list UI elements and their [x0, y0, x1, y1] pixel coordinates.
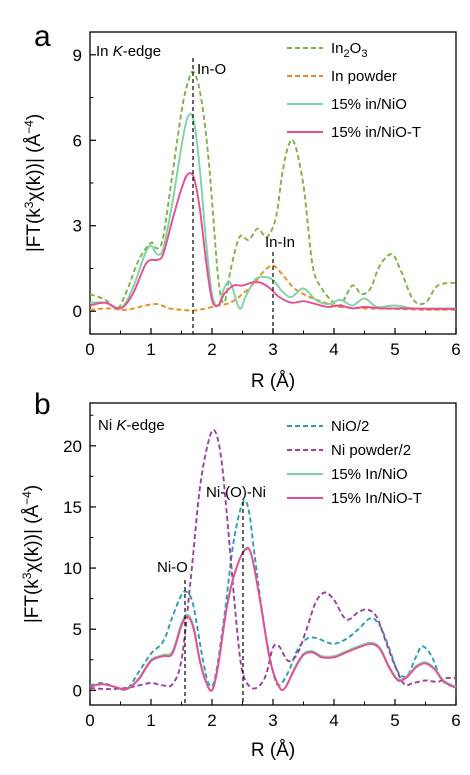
y-axis-label: |FT(k3χ(k))| (Å−4) [20, 485, 43, 623]
annotation-layer: Ni-O Ni-(O)-Ni [157, 484, 266, 705]
legend-item: 15% In/NiO-T [287, 490, 422, 507]
legend-label: NiO/2 [331, 418, 369, 435]
annotation-in-o: In-O [197, 61, 226, 78]
panel-label: b [34, 388, 51, 421]
y-tick-label: 9 [73, 46, 82, 65]
legend: In2O3 In powder 15% in/NiO 15% in/NiO-T [287, 40, 421, 141]
x-tick-label: 5 [390, 711, 399, 730]
legend-item: In powder [287, 68, 397, 85]
x-tick-label: 5 [390, 340, 399, 359]
series-line-4 [89, 172, 457, 310]
series-line-2 [89, 264, 457, 312]
legend-label: 15% In/NiO [331, 466, 408, 483]
panel-label: a [34, 20, 51, 53]
series-line-1 [89, 70, 457, 310]
x-axis: 0 1 2 3 4 5 6 [85, 328, 461, 359]
y-tick-label: 3 [73, 217, 82, 236]
legend-item: In2O3 [287, 40, 367, 60]
corner-label: In K-edge [96, 43, 161, 60]
x-tick-label: 3 [268, 340, 277, 359]
y-tick-label: 10 [63, 559, 82, 578]
legend-label: 15% in/NiO-T [331, 124, 421, 141]
legend-item: Ni powder/2 [287, 442, 411, 459]
y-tick-label: 0 [73, 681, 82, 700]
y-axis-label: |FT(k3χ(k))| (Å−4) [22, 114, 45, 252]
annotation-ni-o-ni: Ni-(O)-Ni [206, 484, 266, 501]
y-axis: 0 5 10 15 20 [63, 414, 96, 700]
legend-item: NiO/2 [287, 418, 369, 435]
legend-label-in2o3: In2O3 [331, 40, 367, 60]
x-tick-label: 2 [207, 340, 216, 359]
panel-a: a In K-edge 0 1 2 3 4 5 6 0 3 6 9 R (Å) |FT(k3χ(k… [22, 20, 461, 392]
series-line-2 [89, 428, 457, 691]
x-tick-label: 1 [146, 340, 155, 359]
x-axis-label: R (Å) [251, 371, 295, 392]
x-tick-label: 1 [146, 711, 155, 730]
x-tick-label: 0 [85, 711, 94, 730]
legend-item: 15% in/NiO [287, 96, 407, 113]
y-tick-label: 0 [73, 302, 82, 321]
series-layer [89, 70, 457, 312]
series-line-3 [89, 113, 456, 310]
legend-label: Ni powder/2 [331, 442, 411, 459]
y-tick-label: 20 [63, 437, 82, 456]
x-tick-label: 4 [329, 711, 338, 730]
legend-label: 15% In/NiO-T [331, 490, 422, 507]
annotation-layer: In-O In-In [192, 58, 295, 334]
legend-item: 15% In/NiO [287, 466, 408, 483]
legend-item: 15% in/NiO-T [287, 124, 421, 141]
y-axis: 0 3 6 9 [73, 46, 96, 321]
y-tick-label: 5 [73, 620, 82, 639]
x-tick-label: 0 [85, 340, 94, 359]
x-tick-label: 3 [268, 711, 277, 730]
annotation-in-in: In-In [265, 234, 295, 251]
corner-label: Ni K-edge [98, 417, 165, 434]
legend: NiO/2 Ni powder/2 15% In/NiO 15% In/NiO-… [287, 418, 422, 507]
y-tick-label: 15 [63, 498, 82, 517]
legend-label: 15% in/NiO [331, 96, 407, 113]
series-layer [89, 428, 457, 692]
legend-label: In powder [331, 68, 397, 85]
x-tick-label: 6 [451, 711, 460, 730]
x-axis-label: R (Å) [251, 740, 295, 761]
x-tick-label: 6 [451, 340, 460, 359]
panel-b: b Ni K-edge 0 1 2 3 4 5 6 0 5 10 15 20 R (Å) |FT(k… [20, 388, 461, 761]
series-line-4 [89, 547, 457, 692]
x-axis: 0 1 2 3 4 5 6 [85, 699, 461, 730]
x-tick-label: 2 [207, 711, 216, 730]
x-tick-label: 4 [329, 340, 338, 359]
annotation-ni-o: Ni-O [157, 559, 188, 576]
y-tick-label: 6 [73, 131, 82, 150]
series-line-1 [89, 499, 457, 691]
